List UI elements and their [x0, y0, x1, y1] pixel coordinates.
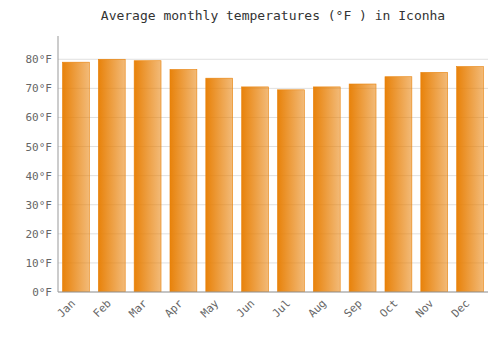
x-tick-label: Aug [306, 297, 329, 320]
x-axis: Jan Feb Mar Apr May Jun Jul Aug Sep Oct Nov Dec [55, 292, 488, 320]
bar [242, 87, 269, 292]
x-tick-label: Jul [270, 297, 293, 320]
chart-container: Average monthly temperatures (°F ) in Ic… [0, 0, 500, 350]
y-tick-label: 10°F [26, 257, 53, 270]
x-tick-label: Sep [341, 297, 364, 320]
chart: Average monthly temperatures (°F ) in Ic… [0, 0, 500, 350]
bar [457, 67, 484, 292]
bar [206, 78, 233, 292]
y-tick-label: 0°F [32, 286, 52, 299]
bar [385, 77, 412, 292]
bar [421, 72, 448, 292]
title: Average monthly temperatures (°F ) in Ic… [101, 8, 445, 23]
bar [349, 84, 376, 292]
y-axis: 0°F 10°F 20°F 30°F 40°F 50°F 60°F 70°F 80°F [26, 36, 59, 299]
x-tick-label: May [198, 297, 222, 321]
bars [62, 59, 483, 292]
y-tick-label: 70°F [26, 82, 53, 95]
y-tick-label: 20°F [26, 228, 53, 241]
x-tick-label: Jun [234, 297, 257, 320]
y-tick-label: 60°F [26, 111, 53, 124]
bar [98, 59, 125, 292]
bar [170, 69, 197, 292]
x-tick-label: Dec [449, 297, 472, 320]
y-tick-label: 30°F [26, 199, 53, 212]
x-tick-label: Nov [413, 297, 437, 321]
y-tick-label: 40°F [26, 170, 53, 183]
x-tick-label: Feb [91, 297, 114, 320]
x-tick-label: Apr [162, 297, 186, 321]
x-tick-label: Mar [126, 297, 150, 321]
bar [313, 87, 340, 292]
grid-line [58, 292, 488, 293]
bar [134, 61, 161, 292]
x-axis-line [58, 292, 488, 293]
bar [277, 90, 304, 292]
y-axis-line [58, 36, 59, 292]
grid [58, 59, 488, 292]
bar [62, 62, 89, 292]
x-tick-label: Oct [377, 297, 400, 320]
y-tick-label: 50°F [26, 141, 53, 154]
x-tick-label: Jan [55, 297, 78, 320]
y-tick-label: 80°F [26, 53, 53, 66]
